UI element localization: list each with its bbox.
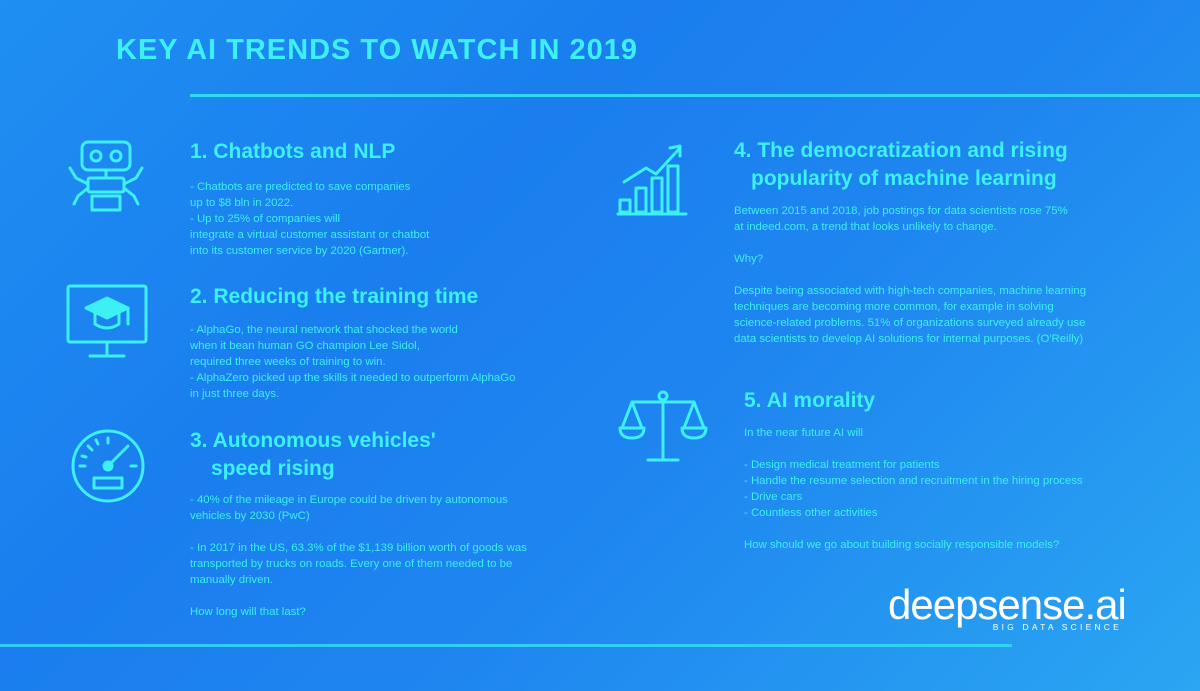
section-democratization: 4. The democratization and rising popula… (734, 137, 1154, 347)
section-heading: 3. Autonomous vehicles' (190, 429, 436, 452)
section-body: In the near future AI will - Design medi… (744, 427, 1083, 551)
page-title: KEY AI TRENDS TO WATCH IN 2019 (116, 34, 639, 66)
section-body: - Chatbots are predicted to save compani… (190, 181, 430, 257)
scales-icon (618, 388, 708, 464)
section-heading: 4. The democratization and rising (734, 139, 1068, 162)
section-heading-line2: speed rising (211, 457, 335, 480)
logo-wordmark: deepsense.ai (888, 581, 1127, 628)
section-chatbots: 1. Chatbots and NLP - Chatbots are predi… (190, 138, 580, 259)
speedometer-icon (70, 428, 146, 504)
section-ai-morality: 5. AI morality In the near future AI wil… (744, 387, 1164, 553)
section-body: - 40% of the mileage in Europe could be … (190, 494, 527, 618)
title-divider (190, 94, 1200, 97)
section-heading: 2. Reducing the training time (190, 285, 479, 308)
deepsense-logo: deepsense.ai BIG DATA SCIENCE (888, 581, 1127, 633)
bottom-divider (0, 644, 1012, 647)
section-heading-line2: popularity of machine learning (751, 167, 1057, 190)
section-heading: 5. AI morality (744, 389, 876, 412)
section-heading: 1. Chatbots and NLP (190, 140, 396, 163)
logo-tagline: BIG DATA SCIENCE (992, 622, 1122, 632)
section-body: Between 2015 and 2018, job postings for … (734, 205, 1087, 345)
monitor-graduation-cap-icon (66, 284, 150, 360)
robot-icon (66, 138, 150, 216)
section-training-time: 2. Reducing the training time - AlphaGo,… (190, 283, 590, 402)
section-autonomous-vehicles: 3. Autonomous vehicles' speed rising - 4… (190, 427, 590, 620)
growth-chart-icon (616, 142, 692, 218)
section-body: - AlphaGo, the neural network that shock… (190, 324, 516, 400)
